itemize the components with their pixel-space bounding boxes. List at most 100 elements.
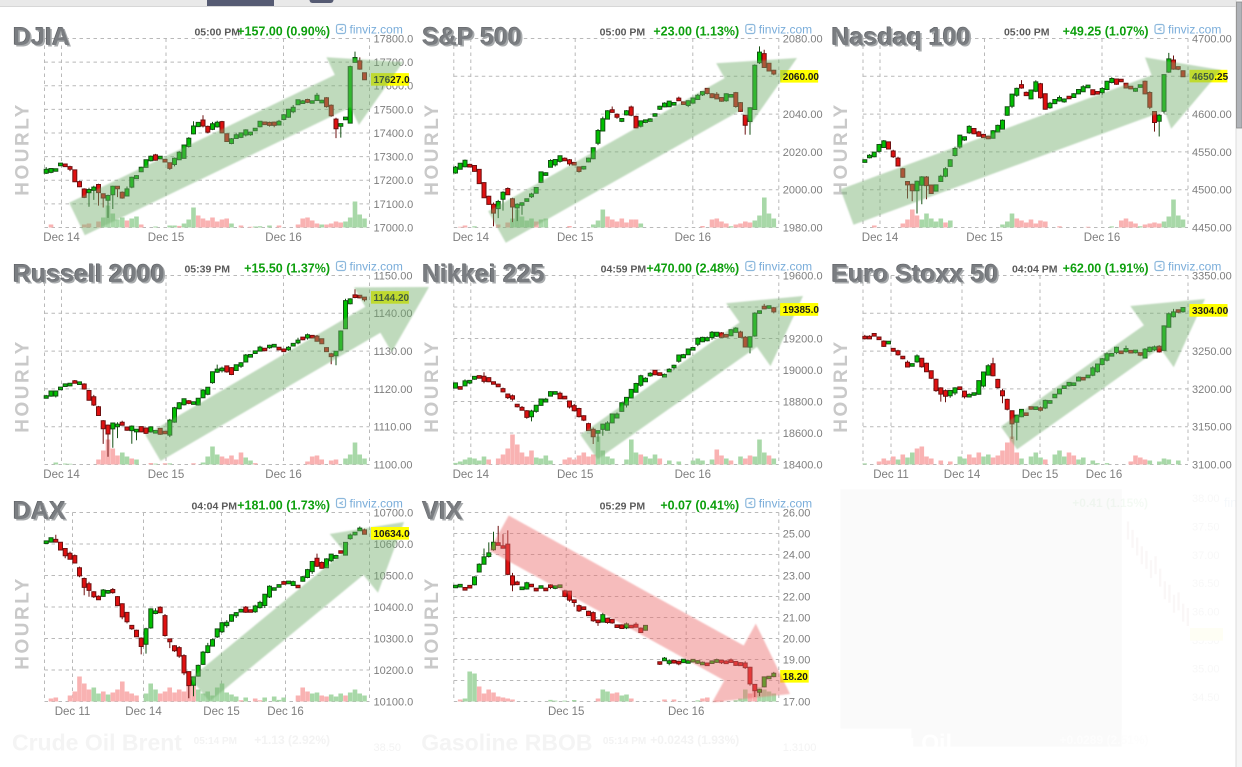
svg-text:3250.00: 3250.00 bbox=[1192, 346, 1232, 358]
svg-text:4550.00: 4550.00 bbox=[1192, 147, 1232, 159]
svg-text:1130.00: 1130.00 bbox=[374, 346, 413, 358]
svg-text:+0.07 (0.41%): +0.07 (0.41%) bbox=[660, 499, 739, 513]
svg-text:+49.25 (1.07%): +49.25 (1.07%) bbox=[1063, 25, 1149, 39]
svg-text:10634.0: 10634.0 bbox=[374, 529, 411, 540]
svg-text:Nikkei 225: Nikkei 225 bbox=[422, 260, 544, 288]
svg-text:4600.00: 4600.00 bbox=[1192, 109, 1232, 121]
svg-text:18600.0: 18600.0 bbox=[783, 428, 823, 440]
svg-text:17500.0: 17500.0 bbox=[374, 104, 414, 116]
svg-text:19000.0: 19000.0 bbox=[783, 365, 823, 377]
svg-text:19385.0: 19385.0 bbox=[783, 305, 820, 316]
svg-text:finviz.com: finviz.com bbox=[759, 23, 812, 37]
svg-text:Euro Stoxx 50: Euro Stoxx 50 bbox=[831, 259, 998, 287]
svg-text:Nasdaq 100: Nasdaq 100 bbox=[831, 22, 970, 50]
svg-text:DJIA: DJIA bbox=[13, 23, 70, 51]
svg-text:22.00: 22.00 bbox=[783, 591, 811, 603]
svg-text:+1.13 (2.92%): +1.13 (2.92%) bbox=[254, 733, 330, 747]
svg-text:1120.00: 1120.00 bbox=[374, 384, 413, 396]
svg-text:1.3100: 1.3100 bbox=[783, 742, 817, 754]
svg-text:+181.00 (1.73%): +181.00 (1.73%) bbox=[237, 499, 330, 513]
svg-text:38.00: 38.00 bbox=[1192, 493, 1220, 505]
svg-text:35.50: 35.50 bbox=[1192, 635, 1220, 647]
svg-text:3100.00: 3100.00 bbox=[1192, 459, 1232, 471]
svg-text:04:04 PM: 04:04 PM bbox=[1012, 264, 1058, 276]
svg-text:DJIA: DJIA bbox=[15, 25, 72, 53]
svg-text:Dec 16: Dec 16 bbox=[668, 706, 704, 718]
svg-text:finviz.com: finviz.com bbox=[759, 260, 812, 274]
svg-text:finviz.com: finviz.com bbox=[350, 260, 403, 274]
svg-text:2000.00: 2000.00 bbox=[783, 185, 823, 197]
svg-text:finviz.com: finviz.com bbox=[350, 497, 403, 511]
svg-text:17627.0: 17627.0 bbox=[374, 75, 411, 86]
svg-text:24.00: 24.00 bbox=[783, 549, 811, 561]
svg-text:Dec 15: Dec 15 bbox=[557, 469, 593, 481]
svg-text:1100.00: 1100.00 bbox=[374, 459, 413, 471]
svg-text:17100.0: 17100.0 bbox=[374, 199, 414, 211]
svg-text:2060.00: 2060.00 bbox=[783, 72, 820, 83]
svg-text:17300.0: 17300.0 bbox=[374, 152, 414, 164]
svg-text:Dec 15: Dec 15 bbox=[203, 706, 239, 718]
svg-text:Euro Stoxx 50: Euro Stoxx 50 bbox=[833, 262, 1000, 290]
svg-text:VIX: VIX bbox=[422, 496, 463, 524]
svg-text:18.20: 18.20 bbox=[783, 672, 808, 683]
svg-text:Heating Oil: Heating Oil bbox=[831, 730, 952, 756]
svg-text:Russell 2000: Russell 2000 bbox=[15, 262, 167, 290]
svg-text:finviz.com: finviz.com bbox=[759, 497, 812, 511]
svg-text:+0.0289 (2.51%): +0.0289 (2.51%) bbox=[1059, 733, 1148, 747]
svg-text:Dec 14: Dec 14 bbox=[453, 232, 490, 244]
svg-text:Dec 16: Dec 16 bbox=[267, 706, 303, 718]
svg-text:17.00: 17.00 bbox=[783, 696, 811, 708]
svg-text:05:14 PM: 05:14 PM bbox=[603, 736, 646, 747]
svg-text:Dec 15: Dec 15 bbox=[1022, 469, 1058, 481]
svg-text:23.00: 23.00 bbox=[783, 570, 811, 582]
svg-text:3200.00: 3200.00 bbox=[1192, 384, 1232, 396]
svg-text:HOURLY: HOURLY bbox=[831, 102, 852, 195]
svg-text:HOURLY: HOURLY bbox=[13, 102, 34, 195]
svg-text:Dec 14: Dec 14 bbox=[43, 232, 80, 244]
svg-text:+0.41 (1.15%): +0.41 (1.15%) bbox=[1072, 496, 1148, 510]
svg-text:Dec 15: Dec 15 bbox=[548, 706, 584, 718]
svg-text:04:59 PM: 04:59 PM bbox=[601, 264, 647, 276]
svg-text:04:04 PM: 04:04 PM bbox=[191, 501, 237, 513]
svg-text:17800.0: 17800.0 bbox=[374, 33, 414, 45]
svg-text:37.50: 37.50 bbox=[1192, 521, 1220, 533]
svg-text:05:29 PM: 05:29 PM bbox=[600, 501, 646, 513]
svg-text:Dec 11: Dec 11 bbox=[873, 469, 909, 481]
svg-text:10400.0: 10400.0 bbox=[374, 602, 414, 614]
svg-text:+0.0243 (1.93%): +0.0243 (1.93%) bbox=[650, 733, 739, 747]
svg-text:DAX: DAX bbox=[13, 497, 66, 525]
svg-text:10700.0: 10700.0 bbox=[374, 507, 414, 519]
svg-text:DAX: DAX bbox=[12, 496, 65, 524]
svg-text:Dec 16: Dec 16 bbox=[1086, 469, 1122, 481]
svg-text:17400.0: 17400.0 bbox=[374, 128, 414, 140]
svg-text:10300.0: 10300.0 bbox=[374, 633, 414, 645]
svg-text:1110.00: 1110.00 bbox=[374, 422, 412, 434]
svg-text:HOURLY: HOURLY bbox=[13, 339, 34, 432]
svg-text:18800.0: 18800.0 bbox=[783, 396, 823, 408]
svg-text:HOURLY: HOURLY bbox=[422, 576, 443, 669]
svg-text:finviz.com: finviz.com bbox=[350, 23, 403, 37]
svg-text:Russell 2000: Russell 2000 bbox=[12, 259, 164, 287]
svg-text:+62.00 (1.91%): +62.00 (1.91%) bbox=[1063, 262, 1149, 276]
svg-text:VIX: VIX bbox=[424, 499, 465, 527]
svg-text:05:00 PM: 05:00 PM bbox=[1004, 27, 1050, 39]
svg-text:18400.0: 18400.0 bbox=[783, 459, 823, 471]
svg-text:+157.00 (0.90%): +157.00 (0.90%) bbox=[237, 25, 330, 39]
svg-text:Dec 14: Dec 14 bbox=[944, 469, 981, 481]
svg-text:2040.00: 2040.00 bbox=[783, 109, 823, 121]
svg-text:17000.0: 17000.0 bbox=[374, 222, 414, 234]
svg-text:2080.00: 2080.00 bbox=[783, 33, 823, 45]
svg-text:S&P 500: S&P 500 bbox=[422, 22, 522, 50]
svg-text:Nikkei 225: Nikkei 225 bbox=[424, 262, 546, 290]
svg-text:Dec 11: Dec 11 bbox=[55, 706, 91, 718]
svg-text:05:00 PM: 05:00 PM bbox=[194, 27, 240, 39]
svg-text:35.00: 35.00 bbox=[1192, 663, 1220, 675]
svg-text:36.00: 36.00 bbox=[1192, 607, 1220, 619]
svg-text:finviz.com: finviz.com bbox=[1168, 23, 1221, 37]
svg-text:26.00: 26.00 bbox=[783, 507, 811, 519]
svg-text:Dec 16: Dec 16 bbox=[675, 469, 711, 481]
svg-text:+470.00 (2.48%): +470.00 (2.48%) bbox=[646, 262, 739, 276]
svg-text:VIX: VIX bbox=[422, 497, 463, 525]
svg-text:4450.00: 4450.00 bbox=[1192, 222, 1232, 234]
svg-text:Gasoline RBOB: Gasoline RBOB bbox=[421, 730, 592, 756]
